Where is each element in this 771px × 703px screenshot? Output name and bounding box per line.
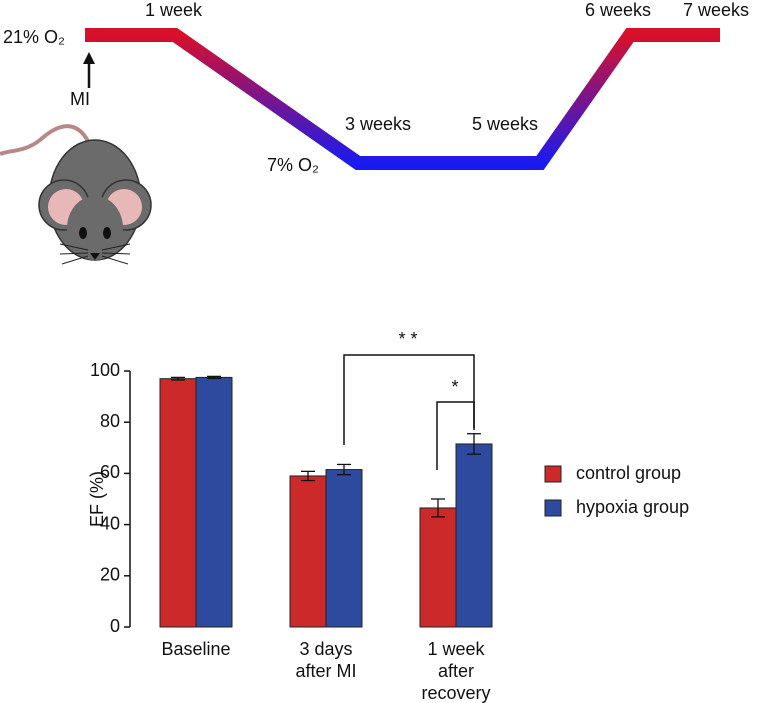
oxygen-high-label: 21% O₂ bbox=[3, 27, 65, 47]
time-label: 7 weeks bbox=[683, 0, 749, 20]
error-bar bbox=[207, 375, 221, 380]
y-tick-label: 0 bbox=[110, 616, 120, 636]
y-tick-label: 80 bbox=[100, 411, 120, 431]
bar bbox=[159, 378, 197, 628]
oxygen-line bbox=[85, 28, 720, 170]
y-tick-label: 60 bbox=[100, 462, 120, 482]
significance-bracket bbox=[343, 354, 475, 445]
time-label: 1 week bbox=[145, 0, 203, 20]
x-tick-label: 1 week after recovery bbox=[421, 639, 491, 703]
y-tick-label: 100 bbox=[90, 360, 120, 380]
x-tick-label: Baseline bbox=[161, 639, 231, 659]
significance-label: * * bbox=[398, 329, 417, 349]
y-tick-label: 20 bbox=[100, 565, 120, 585]
bar bbox=[195, 376, 233, 628]
bar bbox=[325, 469, 363, 628]
error-bar bbox=[467, 433, 481, 455]
legend-label: hypoxia group bbox=[576, 497, 689, 517]
y-tick-label: 40 bbox=[100, 513, 120, 533]
error-bar bbox=[171, 376, 185, 381]
significance-label: * bbox=[451, 377, 458, 397]
mouse-icon bbox=[0, 124, 152, 265]
bar bbox=[455, 443, 493, 628]
legend-swatch bbox=[544, 499, 562, 517]
time-label: 3 weeks bbox=[345, 114, 411, 134]
event-label: MI bbox=[70, 89, 90, 109]
bar bbox=[289, 475, 327, 628]
error-bar bbox=[337, 463, 351, 476]
significance-bracket bbox=[436, 401, 475, 470]
legend-swatch bbox=[544, 465, 562, 483]
time-label: 6 weeks bbox=[585, 0, 651, 20]
error-bar bbox=[301, 470, 315, 482]
mi-arrow bbox=[83, 52, 95, 88]
x-tick-label: 3 days after MI bbox=[295, 639, 357, 681]
error-bar bbox=[431, 498, 445, 518]
time-label: 5 weeks bbox=[472, 114, 538, 134]
bar bbox=[419, 507, 457, 628]
legend-label: control group bbox=[576, 463, 681, 483]
oxygen-low-label: 7% O₂ bbox=[267, 155, 319, 175]
y-axis-label: EF (%) bbox=[87, 471, 107, 527]
